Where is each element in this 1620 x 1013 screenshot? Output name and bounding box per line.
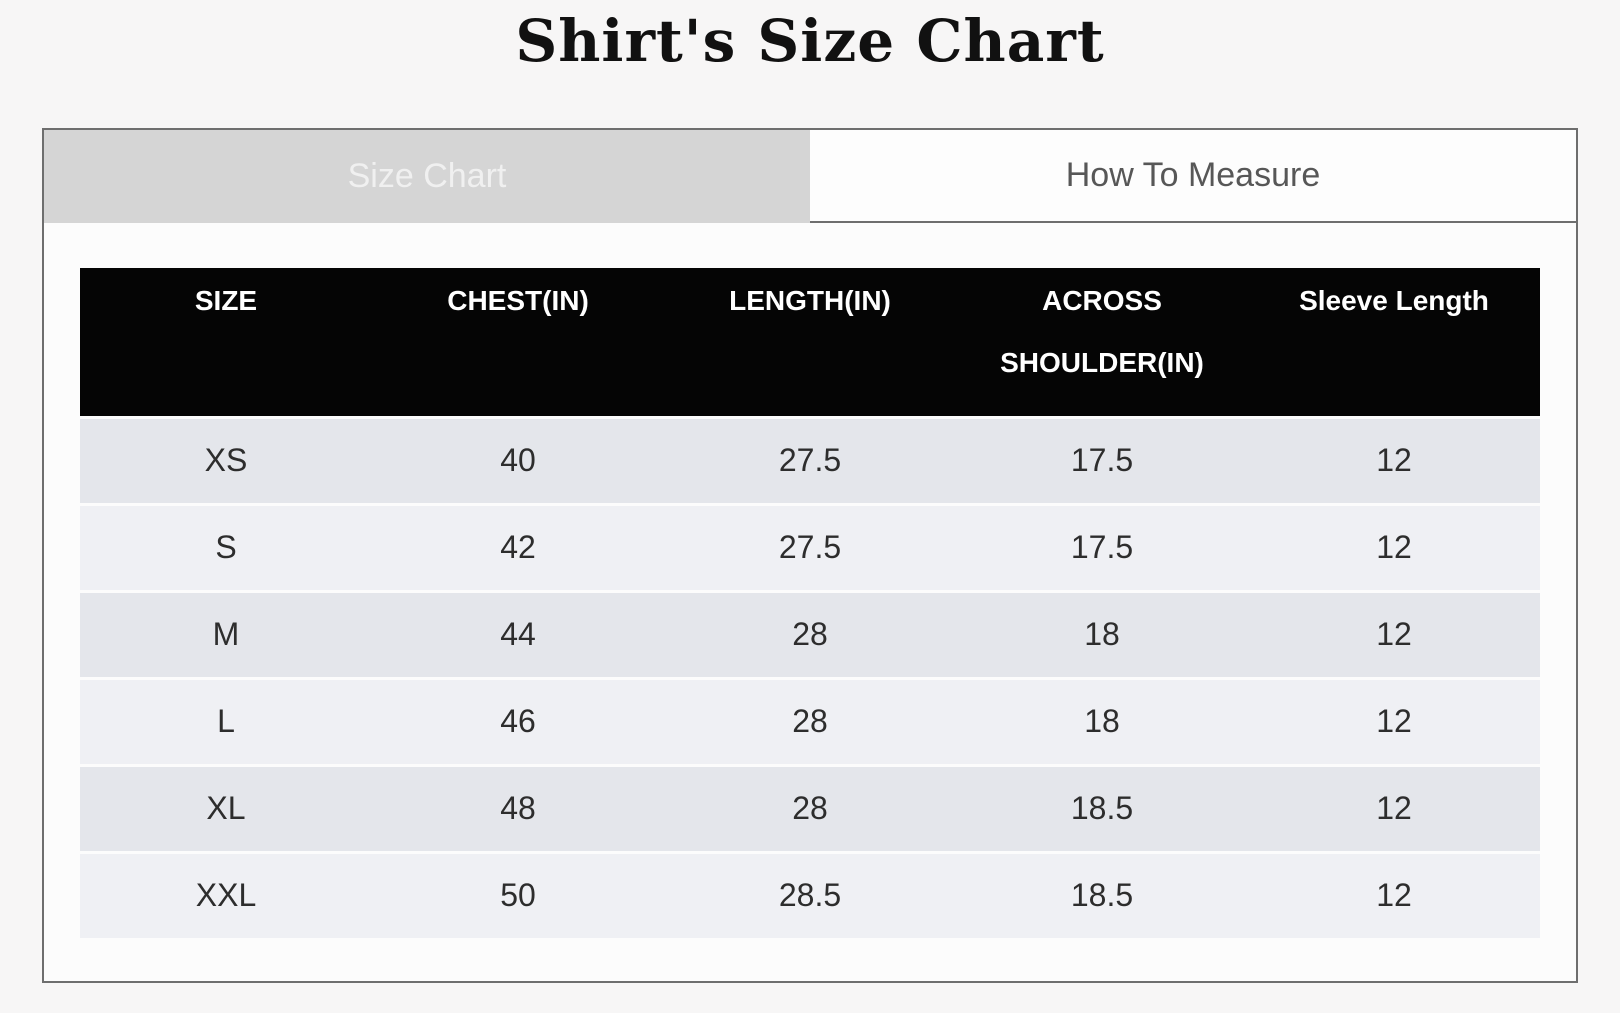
table-cell: 17.5 — [956, 505, 1248, 590]
table-cell: 27.5 — [664, 418, 956, 503]
table-cell: 40 — [372, 418, 664, 503]
table-cell: 46 — [372, 679, 664, 764]
table-cell: S — [80, 505, 372, 590]
table-cell: 28 — [664, 592, 956, 677]
table-row: M 44 28 18 12 — [80, 592, 1540, 677]
tab-size-chart[interactable]: Size Chart — [44, 129, 810, 223]
table-row: L 46 28 18 12 — [80, 679, 1540, 764]
tab-size-chart-label: Size Chart — [347, 156, 507, 195]
table-cell: 27.5 — [664, 505, 956, 590]
column-header: Sleeve Length — [1248, 267, 1540, 416]
column-header: ACROSS SHOULDER(IN) — [956, 267, 1248, 416]
table-cell: 28 — [664, 766, 956, 851]
table-row: XXL 50 28.5 18.5 12 — [80, 853, 1540, 938]
column-header: SIZE — [80, 267, 372, 416]
size-chart-card: Size Chart How To Measure SIZE CHEST(IN) L… — [42, 127, 1578, 983]
table-row: XL 48 28 18.5 12 — [80, 766, 1540, 851]
table-cell: 18 — [956, 679, 1248, 764]
size-table-body: XS 40 27.5 17.5 12 S 42 27.5 17.5 12 M 44 28 18 12 L 46 2… — [80, 418, 1540, 938]
table-cell: 12 — [1248, 418, 1540, 503]
page-title: Shirt's Size Chart — [515, 7, 1105, 75]
table-cell: 18 — [956, 592, 1248, 677]
size-table-header-row: SIZE CHEST(IN) LENGTH(IN) ACROSS SHOULDER(I… — [80, 267, 1540, 416]
table-cell: M — [80, 592, 372, 677]
table-cell: 48 — [372, 766, 664, 851]
table-row: S 42 27.5 17.5 12 — [80, 505, 1540, 590]
table-cell: 44 — [372, 592, 664, 677]
table-cell: 12 — [1248, 592, 1540, 677]
tab-how-to-measure-label: How To Measure — [1065, 155, 1321, 194]
table-cell: 12 — [1248, 679, 1540, 764]
tab-how-to-measure[interactable]: How To Measure — [810, 129, 1576, 223]
column-header: CHEST(IN) — [372, 267, 664, 416]
table-cell: 42 — [372, 505, 664, 590]
table-cell: 28.5 — [664, 853, 956, 938]
tab-bar: Size Chart How To Measure — [44, 129, 1576, 223]
table-cell: 18.5 — [956, 766, 1248, 851]
table-cell: XXL — [80, 853, 372, 938]
table-cell: 28 — [664, 679, 956, 764]
table-cell: 12 — [1248, 505, 1540, 590]
table-cell: 18.5 — [956, 853, 1248, 938]
table-cell: 50 — [372, 853, 664, 938]
table-cell: XL — [80, 766, 372, 851]
column-header: LENGTH(IN) — [664, 267, 956, 416]
size-table: SIZE CHEST(IN) LENGTH(IN) ACROSS SHOULDER(I… — [80, 265, 1540, 941]
table-cell: 17.5 — [956, 418, 1248, 503]
table-row: XS 40 27.5 17.5 12 — [80, 418, 1540, 503]
table-cell: XS — [80, 418, 372, 503]
size-chart-content: SIZE CHEST(IN) LENGTH(IN) ACROSS SHOULDER(I… — [44, 223, 1576, 981]
table-cell: L — [80, 679, 372, 764]
table-cell: 12 — [1248, 766, 1540, 851]
table-cell: 12 — [1248, 853, 1540, 938]
